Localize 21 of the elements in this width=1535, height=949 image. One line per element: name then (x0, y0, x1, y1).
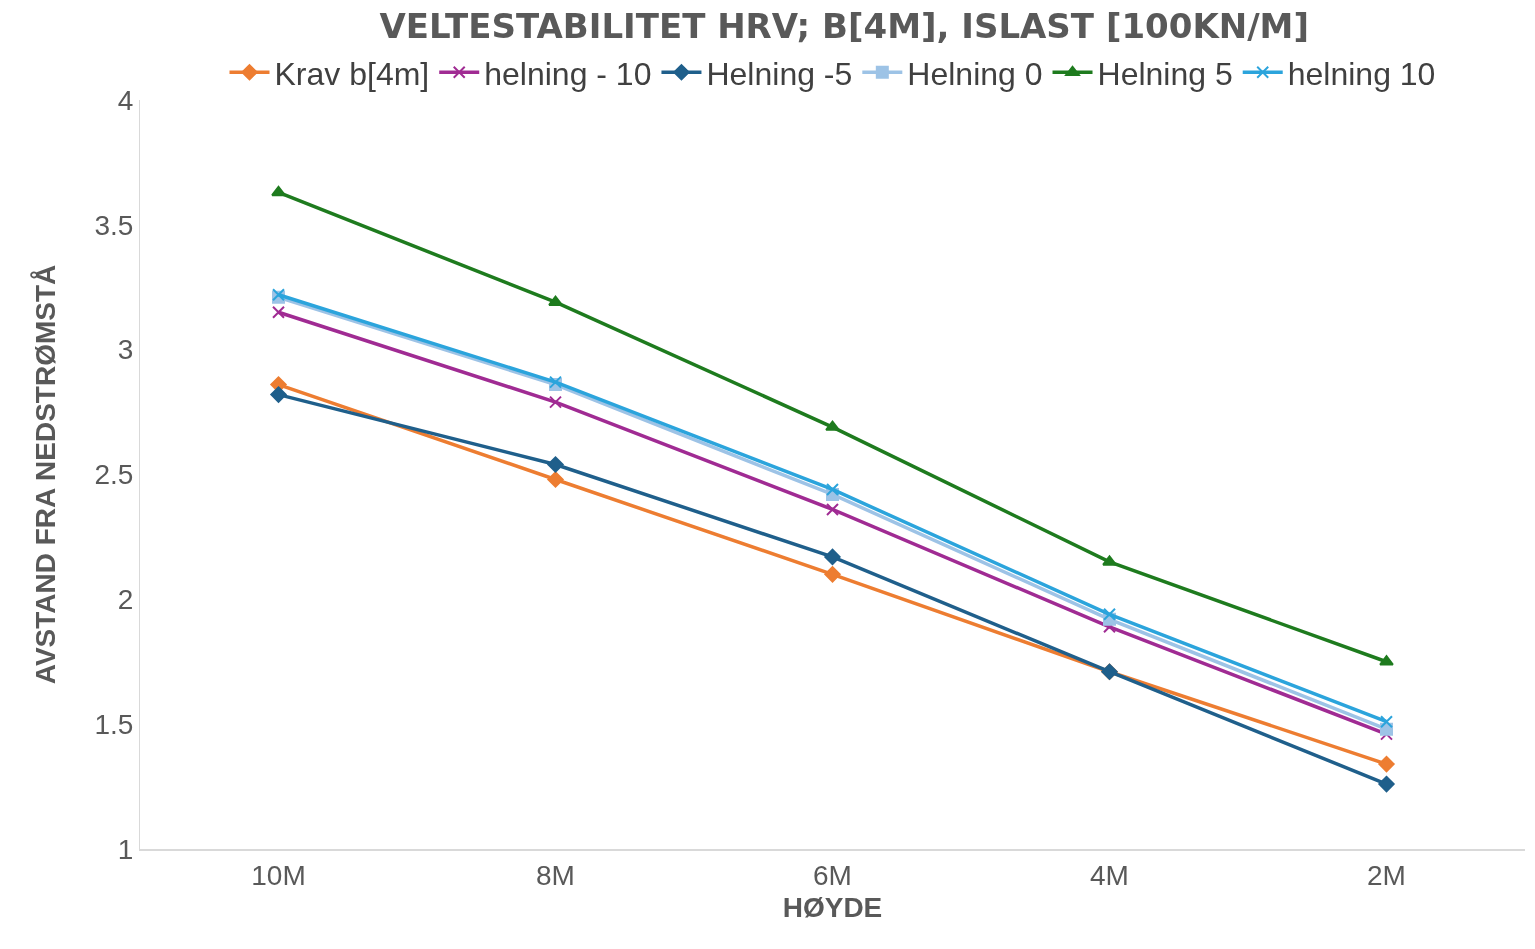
x-tick-label: 8M (536, 859, 575, 891)
y-tick-label: 2 (117, 584, 134, 616)
x-axis-title: HØYDE (782, 892, 883, 924)
legend-label: Helning 5 (1097, 55, 1233, 92)
y-axis-title: AVSTAND FRA NEDSTRØMSTÅ (30, 264, 62, 685)
y-tick-label: 1 (117, 833, 134, 865)
legend-label: helning 10 (1287, 55, 1436, 92)
legend-label: helning - 10 (484, 55, 652, 92)
x-tick-label: 2M (1367, 859, 1406, 891)
legend-label: Krav b[4m] (274, 55, 430, 92)
y-tick-label: 3.5 (94, 209, 134, 241)
legend-label: Helning -5 (706, 55, 853, 92)
y-tick-label: 2.5 (94, 459, 134, 491)
y-tick-label: 3 (117, 334, 134, 366)
y-tick-label: 1.5 (94, 708, 134, 740)
legend-label: Helning 0 (907, 55, 1043, 92)
x-tick-label: 4M (1090, 859, 1129, 891)
x-tick-label: 10M (251, 859, 306, 891)
y-tick-label: 4 (117, 84, 134, 116)
x-tick-label: 6M (813, 859, 852, 891)
chart-title: VELTESTABILITET HRV; B[4M], ISLAST [100KN/M] (379, 6, 1310, 47)
